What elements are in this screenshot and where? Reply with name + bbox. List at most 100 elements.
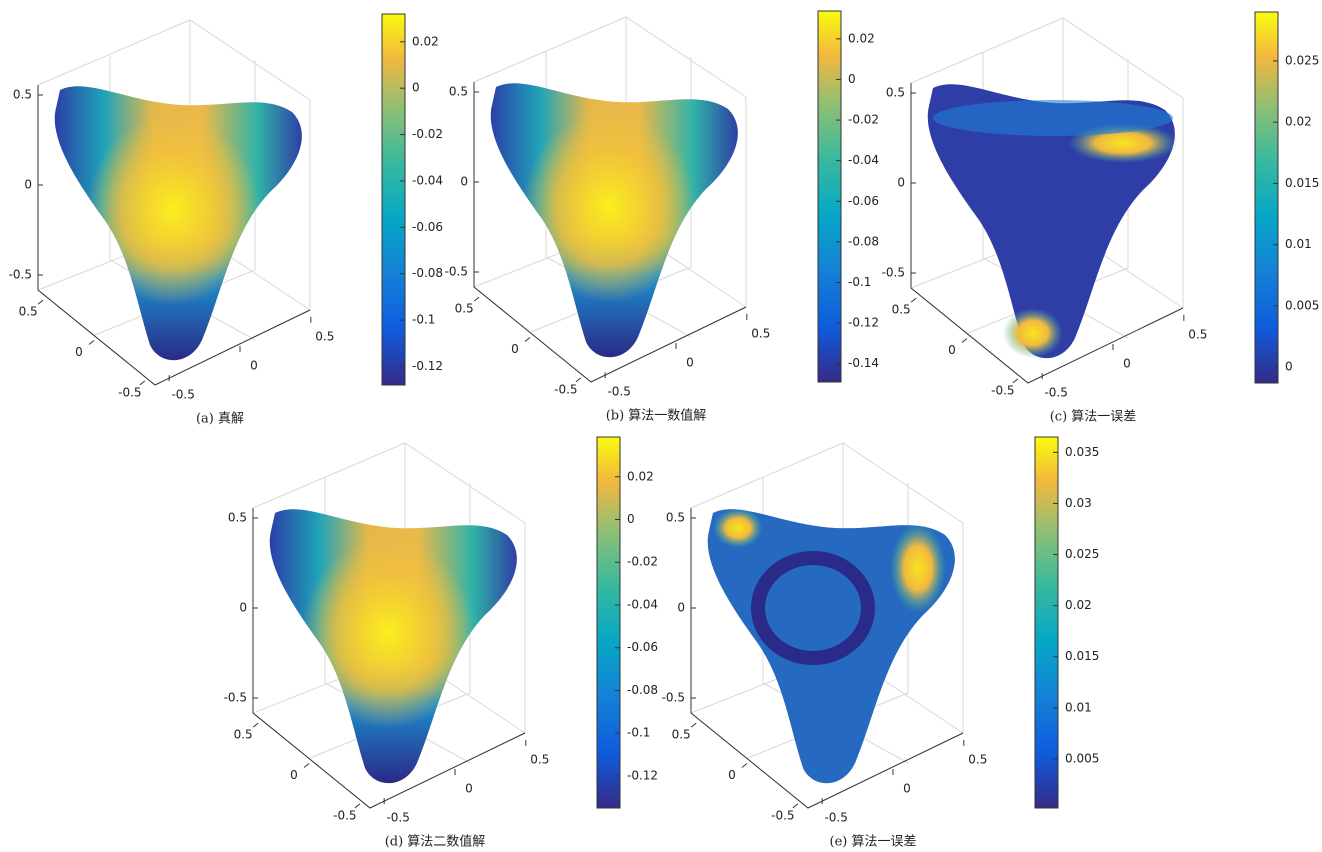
error-band bbox=[933, 100, 1173, 136]
axis-line bbox=[910, 83, 1184, 384]
x-tick-label: 0 bbox=[75, 345, 83, 359]
x-tick bbox=[792, 803, 799, 809]
z-tick-label: 0 bbox=[24, 178, 32, 192]
colorbar-tick-label: -0.12 bbox=[627, 768, 658, 782]
colorbar bbox=[596, 436, 621, 809]
x-tick-label: -0.5 bbox=[554, 382, 577, 396]
z-tick-label: 0.5 bbox=[886, 86, 905, 100]
x-tick bbox=[1012, 378, 1019, 384]
axis-line bbox=[473, 82, 747, 383]
y-tick-label: 0 bbox=[250, 359, 258, 373]
colorbar-tick-label: 0.035 bbox=[1065, 445, 1099, 459]
y-tick-label: -0.5 bbox=[1044, 386, 1067, 400]
x-tick-label: 0.5 bbox=[234, 728, 253, 742]
y-tick-label: 0.5 bbox=[1188, 327, 1207, 341]
colorbar-tick-label: 0 bbox=[627, 512, 635, 526]
box-line bbox=[690, 442, 964, 733]
x-tick-label: 0 bbox=[948, 343, 956, 357]
x-tick bbox=[575, 377, 582, 383]
caption: (c) 算法一误差 bbox=[1050, 410, 1137, 425]
x-tick-label: 0 bbox=[511, 342, 519, 356]
x-tick-label: -0.5 bbox=[333, 808, 356, 822]
box-line bbox=[910, 17, 1184, 308]
z-tick-label: 0.5 bbox=[228, 511, 247, 525]
z-tick-label: 0 bbox=[677, 601, 685, 615]
x-tick bbox=[139, 380, 146, 386]
colorbar-tick-label: -0.14 bbox=[848, 356, 879, 370]
colorbar-tick-label: -0.12 bbox=[412, 359, 443, 373]
axis-line bbox=[690, 508, 964, 809]
x-tick-label: 0.5 bbox=[892, 303, 911, 317]
y-tick-label: 0 bbox=[686, 356, 694, 370]
colorbar-tick-label: -0.06 bbox=[627, 640, 658, 654]
y-tick-label: 0.5 bbox=[968, 752, 987, 766]
x-tick-label: 0.5 bbox=[672, 728, 691, 742]
z-tick-label: -0.5 bbox=[882, 266, 905, 280]
z-tick-label: -0.5 bbox=[445, 265, 468, 279]
box-line bbox=[473, 16, 747, 307]
colorbar-tick-label: 0.02 bbox=[848, 31, 875, 45]
colorbar-tick-label: -0.06 bbox=[412, 220, 443, 234]
colorbar bbox=[817, 10, 842, 383]
colorbar-tick-label: 0.01 bbox=[1285, 237, 1312, 251]
x-tick bbox=[524, 337, 531, 342]
colorbar bbox=[1034, 436, 1059, 809]
y-tick-label: -0.5 bbox=[171, 388, 194, 402]
y-tick-label: 0 bbox=[903, 782, 911, 796]
colorbar-tick-label: 0.025 bbox=[1285, 53, 1319, 67]
surface-peak bbox=[54, 86, 302, 361]
x-tick-label: 0 bbox=[290, 768, 298, 782]
y-tick-label: 0.5 bbox=[530, 752, 549, 766]
axis-line bbox=[252, 508, 526, 809]
colorbar-tick-label: 0.01 bbox=[1065, 700, 1092, 714]
z-tick-label: -0.5 bbox=[9, 268, 32, 282]
colorbar-tick-label: -0.1 bbox=[627, 726, 650, 740]
x-tick bbox=[37, 299, 44, 305]
colorbar-tick-label: 0.02 bbox=[1285, 115, 1312, 129]
panel: -0.5 0 0.5 -0.5 0 0.5 -0.5 0 0.5 (b) 算法一数值解 -0.14 -… bbox=[445, 10, 879, 424]
x-tick-label: 0 bbox=[728, 768, 736, 782]
error-spot bbox=[713, 508, 763, 548]
colorbar-tick-label: 0 bbox=[412, 81, 420, 95]
x-tick bbox=[354, 803, 361, 809]
colorbar-tick-label: 0 bbox=[1285, 360, 1293, 374]
x-tick bbox=[690, 722, 697, 728]
colorbar bbox=[381, 13, 406, 386]
colorbar-tick-label: -0.04 bbox=[412, 173, 443, 187]
colorbar-tick-label: 0.005 bbox=[1065, 751, 1099, 765]
colorbar bbox=[1254, 11, 1279, 384]
colorbar-tick-label: -0.04 bbox=[627, 597, 658, 611]
caption: (a) 真解 bbox=[196, 412, 244, 427]
colorbar-tick-label: 0.015 bbox=[1285, 176, 1319, 190]
x-tick bbox=[961, 338, 968, 343]
y-tick-label: 0.5 bbox=[315, 329, 334, 343]
colorbar-tick-label: 0.02 bbox=[412, 34, 439, 48]
colorbar-tick-label: -0.04 bbox=[848, 153, 879, 167]
colorbar-tick-label: 0.015 bbox=[1065, 649, 1099, 663]
colorbar-tick-label: -0.06 bbox=[848, 194, 879, 208]
colorbar-tick-label: -0.08 bbox=[848, 234, 879, 248]
error-spot bbox=[1003, 308, 1063, 358]
y-tick-label: 0 bbox=[1123, 357, 1131, 371]
z-tick-label: -0.5 bbox=[224, 691, 247, 705]
colorbar-tick-label: 0.02 bbox=[627, 469, 654, 483]
y-tick-label: -0.5 bbox=[386, 811, 409, 825]
colorbar-tick-label: -0.08 bbox=[627, 683, 658, 697]
caption: (b) 算法一数值解 bbox=[606, 408, 707, 424]
colorbar-tick-label: -0.12 bbox=[848, 316, 879, 330]
colorbar-tick-label: -0.02 bbox=[412, 127, 443, 141]
x-tick-label: 0.5 bbox=[455, 302, 474, 316]
x-tick-label: 0.5 bbox=[19, 305, 38, 319]
panel: -0.5 0 0.5 -0.5 0 0.5 -0.5 0 0.5 (d) 算法二数值解 -0.12 -… bbox=[224, 436, 658, 850]
x-tick bbox=[303, 763, 310, 768]
x-tick bbox=[741, 763, 748, 768]
colorbar-tick-label: -0.08 bbox=[412, 266, 443, 280]
y-tick-label: 0.5 bbox=[751, 326, 770, 340]
axis-line bbox=[37, 85, 311, 386]
z-tick-label: 0 bbox=[460, 175, 468, 189]
y-tick-label: -0.5 bbox=[607, 385, 630, 399]
x-tick bbox=[473, 296, 480, 302]
y-tick-label: 0 bbox=[465, 782, 473, 796]
